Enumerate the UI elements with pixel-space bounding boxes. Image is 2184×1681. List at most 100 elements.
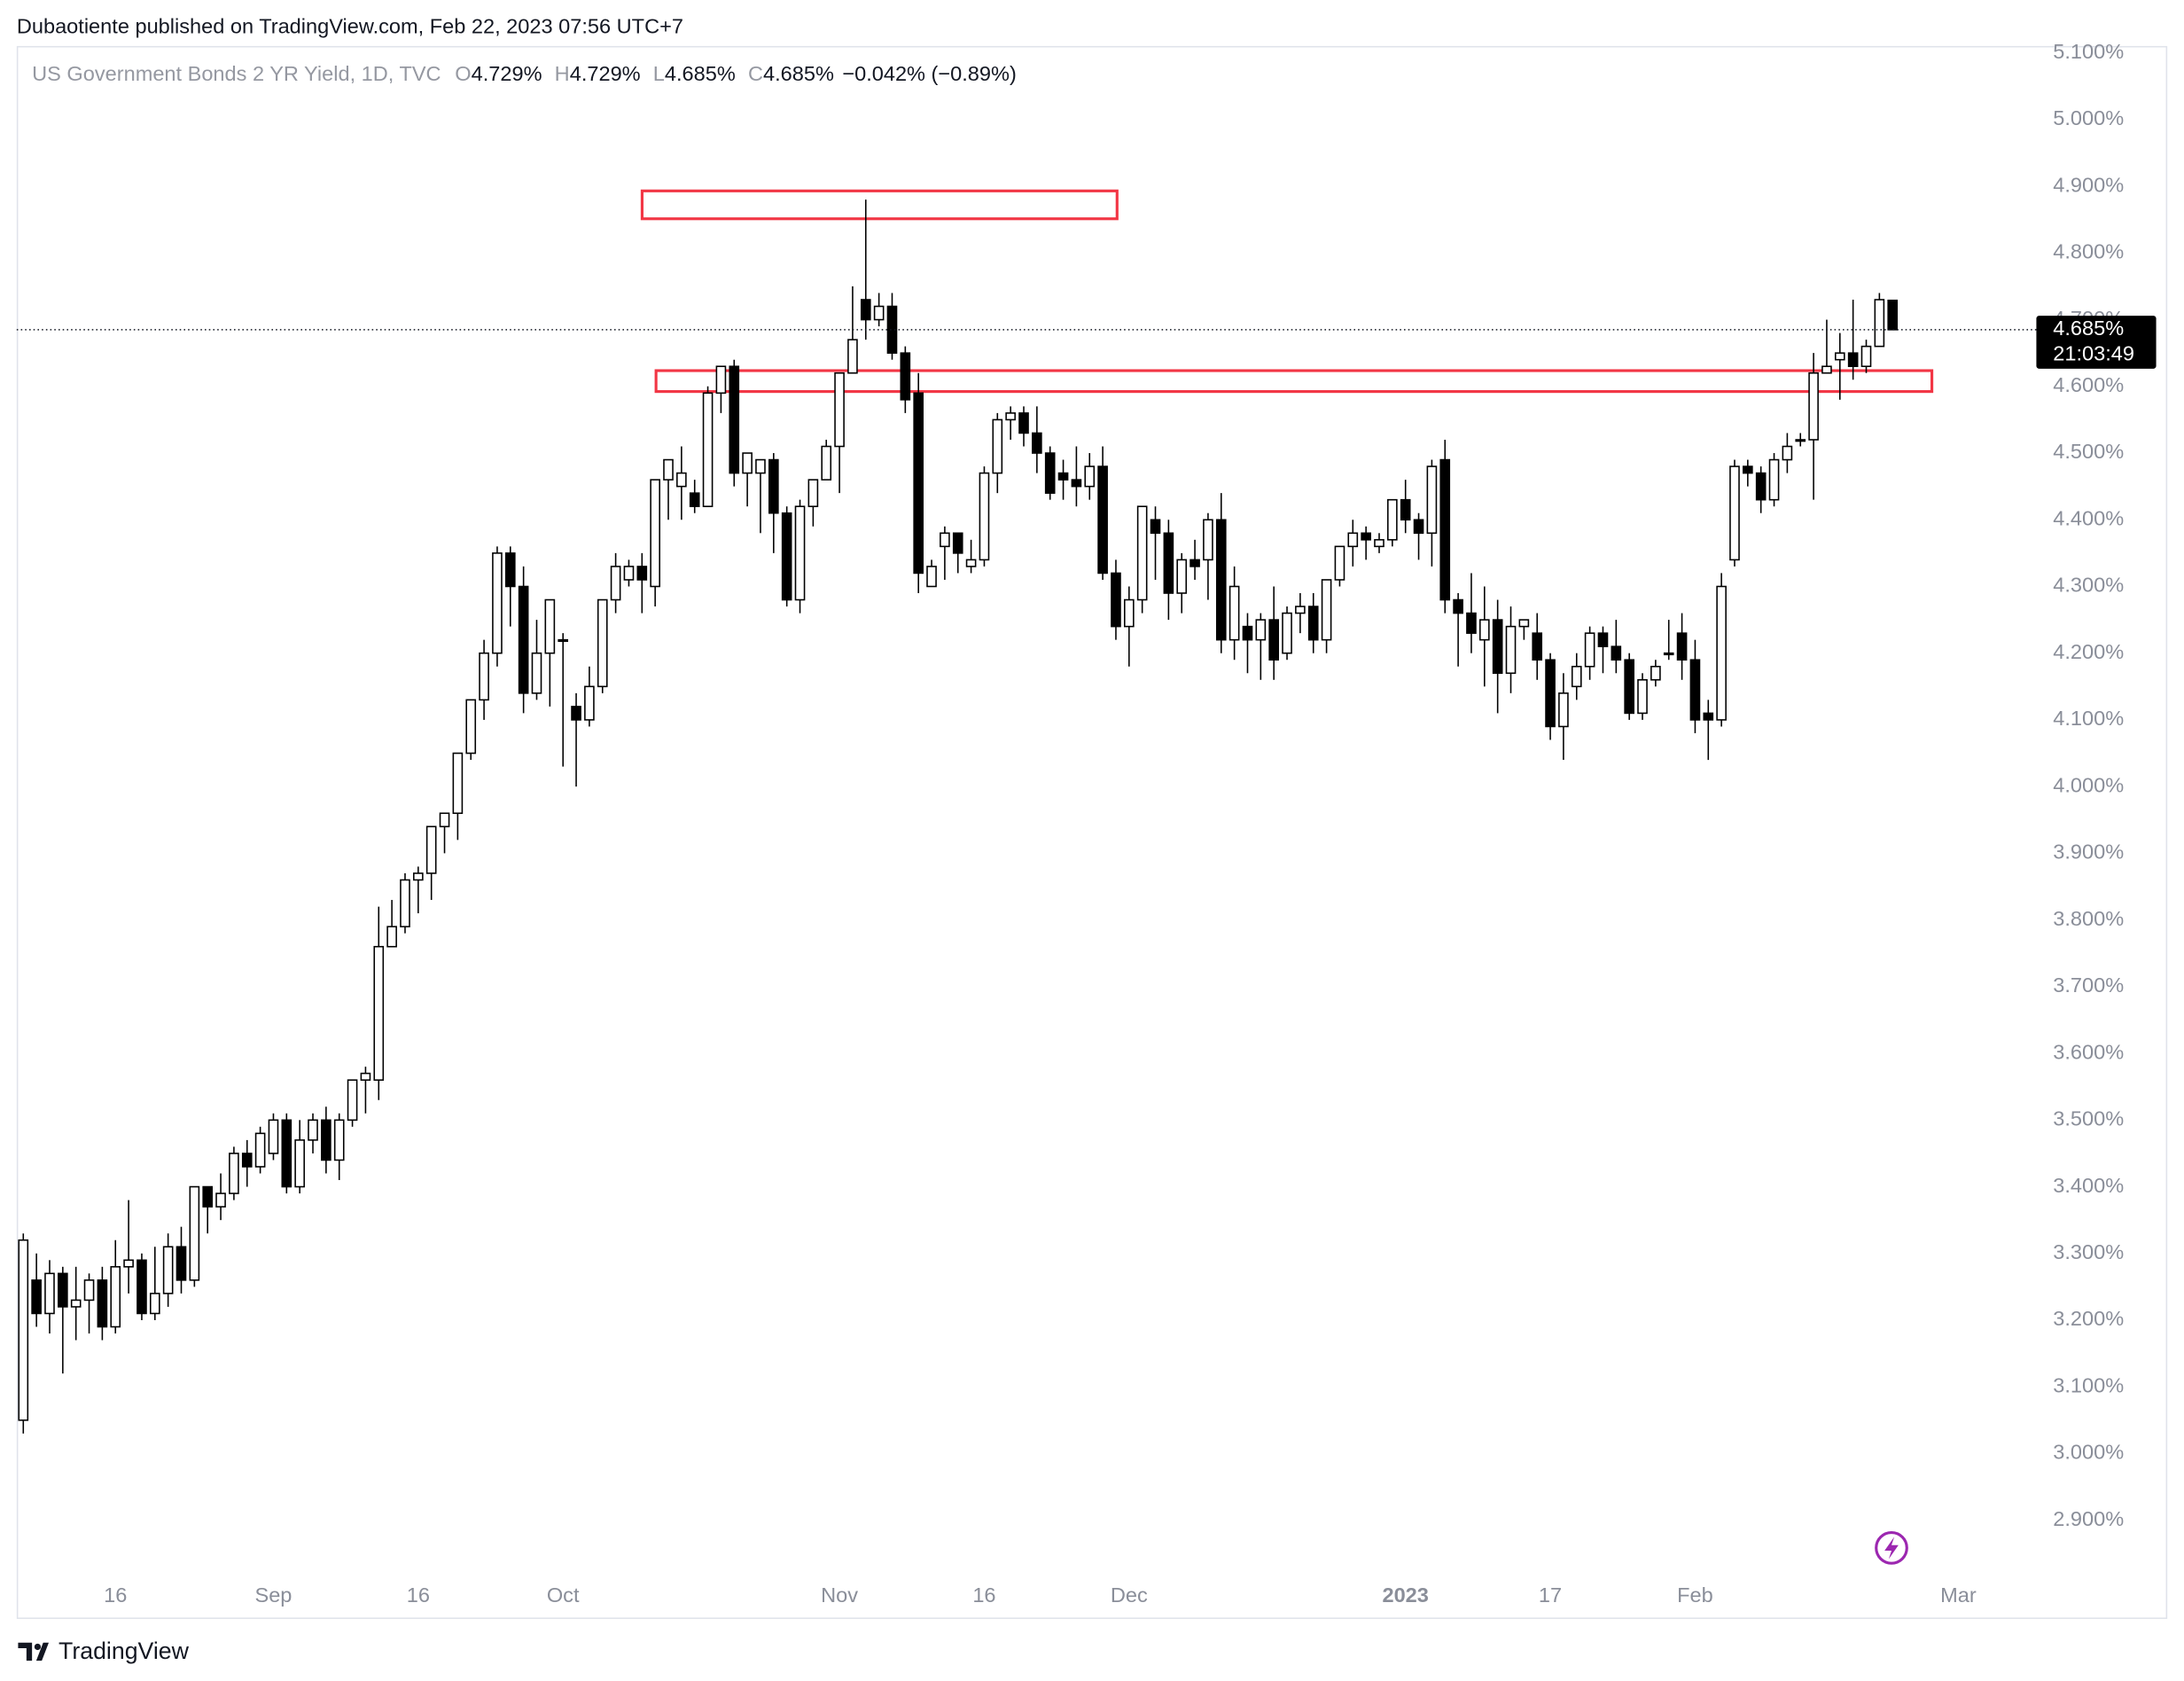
countdown-label: 21:03:49: [2053, 341, 2134, 364]
candle-body: [1821, 365, 1832, 374]
candle-body: [1466, 612, 1477, 634]
candle-body: [321, 1119, 332, 1161]
candle-body: [425, 825, 437, 874]
candle-body: [413, 872, 424, 881]
y-tick-label: 4.500%: [2053, 440, 2124, 463]
candle-body: [650, 479, 660, 588]
candle-body: [623, 566, 635, 581]
candle-body: [83, 1279, 95, 1302]
candle-body: [1689, 659, 1701, 721]
candle-body: [1097, 465, 1108, 575]
candle-body: [1347, 532, 1359, 548]
candle-body: [465, 699, 477, 754]
candle-body: [558, 638, 569, 643]
y-tick-label: 3.200%: [2053, 1307, 2124, 1330]
candle-body: [1307, 606, 1319, 641]
x-tick-label: 16: [407, 1583, 430, 1607]
candle-body: [1044, 452, 1056, 494]
legend-ohlc-key: O: [455, 62, 471, 85]
annotation-zones: [640, 189, 1934, 394]
candle-body: [347, 1079, 358, 1122]
candle-body: [965, 559, 977, 567]
candle-body: [400, 879, 410, 927]
candle-body: [544, 598, 556, 654]
candle-body: [1071, 479, 1082, 488]
candle-body: [715, 365, 727, 395]
candle-body: [952, 532, 963, 554]
y-tick-label: 4.000%: [2053, 773, 2124, 796]
y-tick-label: 3.600%: [2053, 1040, 2124, 1063]
candle-body: [1624, 659, 1634, 715]
x-tick-label: 2023: [1382, 1583, 1428, 1607]
legend-ohlc-key: L: [653, 62, 665, 85]
candle-body: [439, 812, 450, 828]
candle-body: [807, 479, 819, 507]
candle-body: [1374, 539, 1384, 548]
candle-body: [873, 305, 885, 321]
candle-body: [1795, 439, 1806, 442]
logo-dot: [34, 1643, 42, 1651]
x-tick-label: 16: [104, 1583, 127, 1607]
candle-body: [136, 1259, 147, 1315]
candle-body: [1176, 559, 1188, 594]
candle-body: [597, 598, 608, 688]
legend-symbol: US Government Bonds 2 YR Yield, 1D, TVC: [32, 62, 441, 85]
candle-body: [992, 418, 1003, 474]
legend-ohlc-value: 4.729%: [570, 62, 641, 85]
candle-body: [202, 1185, 214, 1208]
candle-body: [1203, 519, 1213, 561]
candle-body: [1478, 619, 1490, 641]
candle-body: [1453, 598, 1463, 614]
y-tick-label: 3.300%: [2053, 1240, 2124, 1263]
candle-body: [281, 1119, 292, 1188]
candle-body: [268, 1119, 279, 1154]
x-tick-label: Feb: [1677, 1583, 1713, 1607]
candle-body: [1255, 619, 1267, 641]
candle-body: [1228, 585, 1240, 641]
y-tick-label: 5.100%: [2053, 40, 2124, 63]
candle-body: [176, 1246, 187, 1281]
candle-body: [1808, 371, 1819, 441]
candle-body: [1150, 519, 1161, 535]
candle-body: [1887, 299, 1899, 331]
candle-body: [1439, 458, 1451, 601]
x-tick-label: Nov: [821, 1583, 858, 1607]
candle-body: [702, 392, 714, 507]
candle-body: [1282, 612, 1292, 654]
candle-body: [149, 1293, 160, 1315]
candle-body: [254, 1132, 266, 1168]
candle-body: [821, 445, 832, 481]
candle-body: [1123, 598, 1135, 628]
candle-body: [1084, 465, 1096, 488]
candle-body: [1874, 299, 1885, 348]
y-tick-label: 3.900%: [2053, 840, 2124, 864]
x-tick-label: 17: [1539, 1583, 1562, 1607]
candle-body: [1387, 498, 1398, 541]
legend-ohlc-value: 4.729%: [472, 62, 542, 85]
candle-body: [229, 1153, 239, 1194]
candle-body: [860, 299, 871, 321]
candle-body: [1650, 665, 1661, 681]
legend-ohlc-key: H: [555, 62, 570, 85]
candle-body: [584, 685, 595, 721]
y-tick-label: 3.800%: [2053, 907, 2124, 930]
candle-body: [31, 1279, 42, 1315]
lightning-icon[interactable]: [1875, 1531, 1908, 1565]
candle-body: [1215, 519, 1227, 641]
y-tick-label: 4.400%: [2053, 506, 2124, 529]
candle-body: [847, 339, 858, 374]
candle-body: [676, 472, 687, 488]
candle-body: [781, 512, 792, 601]
candle-body: [1729, 465, 1740, 561]
candle-body: [44, 1272, 55, 1315]
y-tick-label: 3.700%: [2053, 973, 2124, 997]
x-tick-label: Dec: [1111, 1583, 1148, 1607]
candle-body: [834, 371, 845, 448]
candle-body: [1400, 498, 1411, 521]
candle-body: [18, 1239, 29, 1421]
candle-body: [504, 552, 516, 588]
symbol-legend: US Government Bonds 2 YR Yield, 1D, TVC O…: [32, 62, 1017, 85]
footer-logo: TradingView: [18, 1638, 190, 1664]
candle-body: [1005, 412, 1016, 421]
